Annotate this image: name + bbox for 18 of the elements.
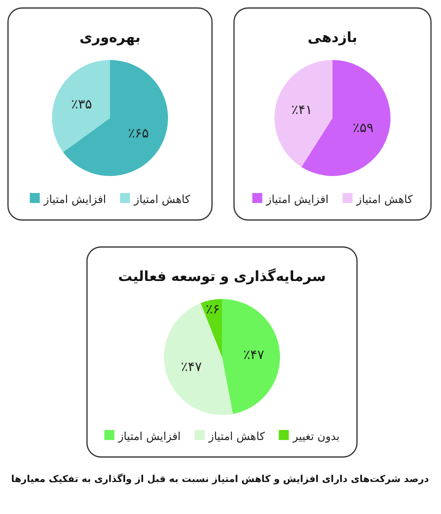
data-label: ٪۶۵ <box>128 126 149 142</box>
chart-title: سرمایه‌گذاری و توسعه فعالیت <box>118 268 326 285</box>
text: درصد شرکت‌های دارای افزایش و کاهش امتیاز نسبت به قبل از واگذاری به تفکیک معیارها <box>11 473 429 485</box>
data-label: ٪۴۷ <box>243 348 264 363</box>
data-label: ٪۴۷ <box>180 360 202 375</box>
legend-label: کاهش امتیاز <box>208 430 266 443</box>
chart-title: بهره‌وری <box>79 30 141 46</box>
data-label: ٪۵۹ <box>352 120 374 136</box>
legend-label: کاهش امتیاز <box>133 193 191 206</box>
legend-label: کاهش امتیاز <box>356 193 414 206</box>
chart-title: بازدهی <box>308 30 358 46</box>
data-label: ٪۳۵ <box>71 98 92 113</box>
data-label: ٪۶ <box>206 302 220 318</box>
legend-label: افزایش امتیاز <box>42 193 106 206</box>
legend-label: بدون تغییر <box>292 430 340 443</box>
data-label: ٪۴۱ <box>291 103 312 118</box>
legend-label: افزایش امتیاز <box>265 193 329 206</box>
legend-label: افزایش امتیاز <box>117 430 181 443</box>
